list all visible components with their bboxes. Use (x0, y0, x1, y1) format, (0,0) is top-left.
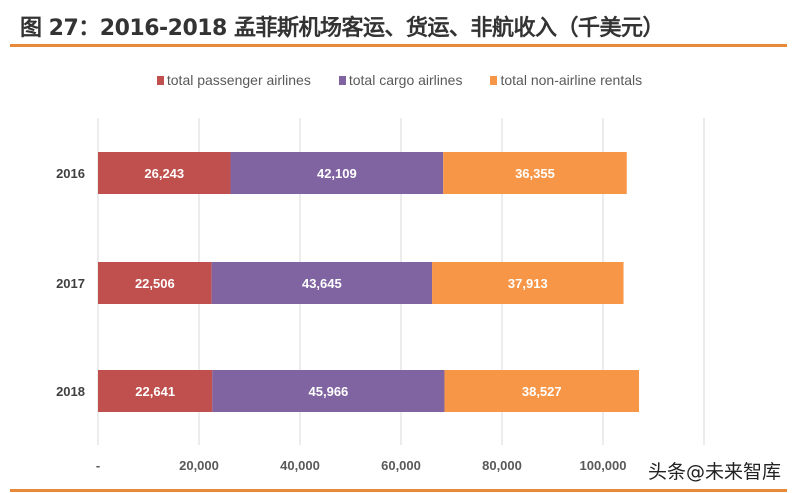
bar-segment (432, 262, 624, 304)
x-tick-label: 80,000 (482, 458, 522, 473)
legend: total passenger airlines total cargo airl… (0, 72, 799, 88)
legend-item: total passenger airlines (156, 72, 311, 88)
x-tick-label: 20,000 (179, 458, 219, 473)
legend-label: total passenger airlines (166, 72, 311, 88)
data-label: 38,527 (522, 384, 562, 399)
bar-segment (443, 152, 627, 194)
chart-title: 图 27：2016-2018 孟菲斯机场客运、货运、非航收入（千美元） (20, 16, 665, 41)
data-label: 42,109 (317, 166, 357, 181)
bar-segment (98, 262, 212, 304)
x-tick-label: - (96, 458, 100, 473)
data-label: 26,243 (144, 166, 184, 181)
x-tick-label: 100,000 (580, 458, 627, 473)
x-tick-label: 60,000 (381, 458, 421, 473)
bar-segment (98, 152, 231, 194)
legend-item: total cargo airlines (338, 72, 463, 88)
data-label: 43,645 (302, 276, 342, 291)
x-tick-label: 40,000 (280, 458, 320, 473)
bar-segment (230, 152, 444, 194)
data-label: 22,506 (135, 276, 175, 291)
legend-label: total cargo airlines (348, 72, 463, 88)
bar-segment (98, 370, 213, 412)
bar-segment (211, 262, 433, 304)
legend-item: total non-airline rentals (490, 72, 642, 88)
legend-label: total non-airline rentals (500, 72, 643, 88)
legend-swatch (490, 76, 498, 85)
legend-swatch (156, 76, 164, 85)
bar-segment (212, 370, 445, 412)
data-label: 22,641 (135, 384, 175, 399)
top-divider (10, 44, 787, 47)
y-tick-label: 2016 (56, 166, 85, 181)
legend-swatch (338, 76, 346, 85)
y-tick-label: 2018 (56, 384, 85, 399)
bottom-divider (10, 489, 787, 492)
bar-segment (444, 370, 640, 412)
data-label: 37,913 (508, 276, 548, 291)
watermark: 头条@未来智库 (648, 461, 782, 483)
data-label: 36,355 (515, 166, 555, 181)
y-tick-label: 2017 (56, 276, 85, 291)
data-label: 45,966 (309, 384, 349, 399)
